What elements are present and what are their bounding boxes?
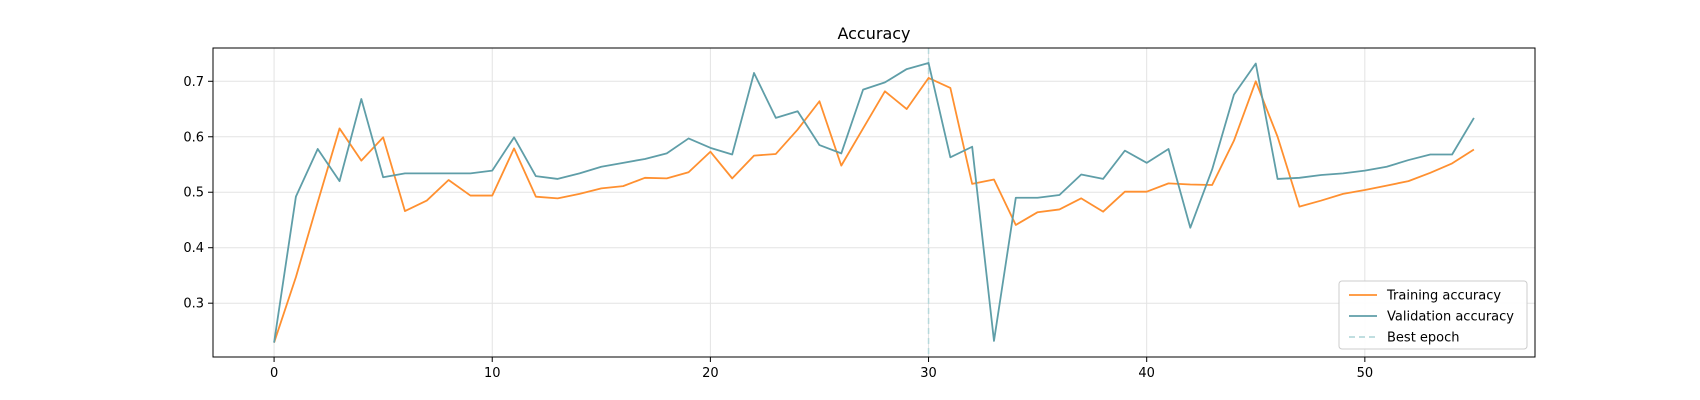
y-tick-label: 0.4 [183, 241, 204, 256]
x-tick-label: 50 [1357, 366, 1374, 381]
legend-box [1338, 280, 1528, 350]
series-line-validation-accuracy [273, 62, 1475, 343]
x-tick-label: 40 [1138, 366, 1155, 381]
y-tick-label: 0.7 [183, 75, 204, 90]
legend-label: Best epoch [1387, 331, 1460, 346]
y-tick-label: 0.5 [183, 186, 204, 201]
x-tick-label: 30 [920, 366, 937, 381]
series-line-training-accuracy [273, 77, 1475, 343]
y-tick-label: 0.6 [183, 130, 204, 145]
series-layer [273, 48, 1475, 357]
chart-title: Accuracy [837, 24, 910, 43]
axes-layer: 0 10 20 30 40 50 0.3 0.4 0.5 0.6 0.7 Accuracy [183, 24, 1536, 381]
x-tick-label: 0 [270, 366, 278, 381]
x-tick-label: 10 [484, 366, 501, 381]
legend-label: Validation accuracy [1387, 310, 1514, 325]
y-tick-label: 0.3 [183, 297, 204, 312]
x-tick-label: 20 [702, 366, 719, 381]
plot-frame [212, 47, 1536, 358]
legend-label: Training accuracy [1386, 289, 1501, 304]
legend: Training accuracy Validation accuracy Best… [1338, 280, 1528, 350]
grid-layer [213, 48, 1535, 357]
